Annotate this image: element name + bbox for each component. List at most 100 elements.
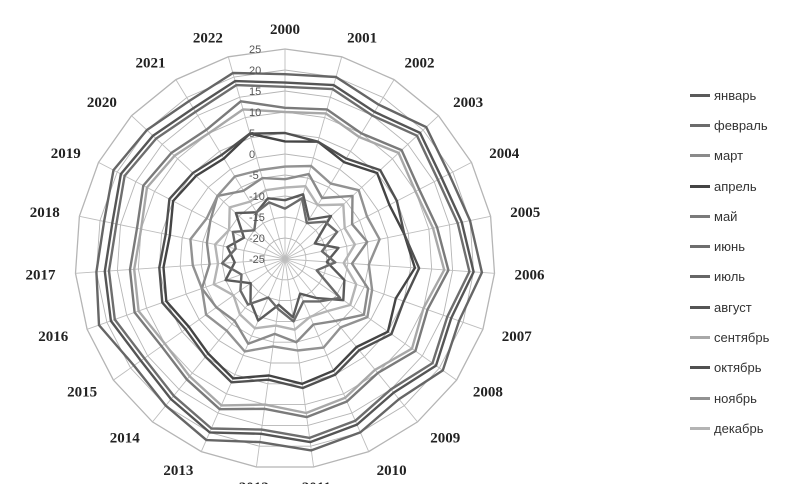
grid-spoke bbox=[255, 258, 286, 468]
grid-ring bbox=[179, 153, 391, 364]
grid-spoke bbox=[200, 258, 286, 452]
tick-label: -5 bbox=[249, 170, 259, 182]
grid-spoke bbox=[284, 258, 495, 274]
grid-ring bbox=[221, 195, 349, 322]
category-label: 2002 bbox=[405, 56, 435, 72]
category-labels: 2000200120022003200420052006200720082009… bbox=[26, 22, 546, 484]
legend-label: апрель bbox=[714, 178, 757, 194]
tick-label: -25 bbox=[249, 254, 265, 266]
legend-swatch bbox=[690, 336, 710, 340]
grid-spoke bbox=[113, 258, 286, 381]
legend-label: январь bbox=[714, 87, 757, 103]
series-line bbox=[212, 184, 358, 331]
category-label: 2011 bbox=[302, 480, 331, 484]
grid-spoke bbox=[284, 79, 395, 260]
category-label: 2010 bbox=[377, 463, 407, 479]
grid-spoke bbox=[284, 258, 315, 468]
category-label: 2008 bbox=[473, 385, 503, 401]
legend-item: февраль bbox=[690, 110, 802, 140]
grid-spoke bbox=[284, 258, 484, 330]
grid-spoke bbox=[284, 56, 343, 260]
legend-item: май bbox=[690, 201, 802, 231]
grid-ring bbox=[242, 216, 328, 302]
tick-label: 10 bbox=[249, 107, 261, 119]
grid-ring bbox=[263, 237, 307, 281]
category-label: 2005 bbox=[510, 205, 540, 221]
grid-spoke bbox=[284, 258, 418, 423]
legend-label: октябрь bbox=[714, 360, 762, 376]
series-line bbox=[132, 108, 446, 415]
tick-label: -20 bbox=[249, 233, 265, 245]
grid-spoke bbox=[98, 162, 286, 260]
category-label: 2018 bbox=[30, 205, 60, 221]
legend-swatch bbox=[690, 214, 710, 218]
legend-item: октябрь bbox=[690, 353, 802, 383]
legend-swatch bbox=[690, 305, 710, 309]
series-line bbox=[200, 172, 370, 345]
legend-item: март bbox=[690, 141, 802, 171]
tick-label: 5 bbox=[249, 128, 255, 140]
series-line bbox=[224, 193, 346, 322]
grid-spoke bbox=[79, 215, 286, 260]
series-line bbox=[107, 83, 471, 440]
tick-label: 25 bbox=[249, 44, 261, 56]
category-label: 2012 bbox=[239, 480, 269, 484]
grid-spoke bbox=[227, 56, 286, 260]
category-label: 2001 bbox=[347, 31, 377, 47]
grid-spoke bbox=[131, 115, 286, 260]
category-label: 2006 bbox=[515, 268, 546, 284]
tick-label: 15 bbox=[249, 86, 261, 98]
legend-item: декабрь bbox=[690, 413, 802, 443]
legend-item: апрель bbox=[690, 171, 802, 201]
grid-ring bbox=[200, 174, 370, 343]
legend-swatch bbox=[690, 396, 710, 400]
legend: январь февраль март апрель май июнь июль август… bbox=[690, 80, 802, 444]
tick-label: -10 bbox=[249, 191, 265, 203]
grid-ring bbox=[116, 90, 454, 426]
series-line bbox=[189, 164, 381, 353]
legend-item: сентябрь bbox=[690, 322, 802, 352]
legend-swatch bbox=[690, 275, 710, 279]
series-line bbox=[158, 131, 421, 390]
legend-label: июнь bbox=[714, 239, 745, 255]
series-line bbox=[162, 132, 417, 385]
series-line bbox=[95, 71, 484, 452]
series-line bbox=[128, 100, 450, 419]
grid-ring bbox=[74, 48, 496, 468]
legend-label: сентябрь bbox=[714, 330, 770, 346]
category-label: 2009 bbox=[430, 430, 460, 446]
legend-label: март bbox=[714, 148, 744, 164]
radar-series bbox=[95, 71, 484, 452]
category-label: 2007 bbox=[502, 329, 533, 345]
category-label: 2000 bbox=[270, 22, 300, 38]
legend-swatch bbox=[690, 154, 710, 158]
category-label: 2015 bbox=[67, 385, 97, 401]
legend-item: июль bbox=[690, 262, 802, 292]
grid-spoke bbox=[284, 115, 439, 260]
category-label: 2016 bbox=[38, 329, 69, 345]
category-label: 2020 bbox=[87, 95, 117, 111]
legend-item: август bbox=[690, 292, 802, 322]
legend-label: август bbox=[714, 299, 752, 315]
series-line bbox=[220, 197, 342, 323]
grid-spoke bbox=[175, 79, 286, 260]
category-label: 2021 bbox=[136, 56, 166, 72]
legend-label: февраль bbox=[714, 117, 768, 133]
grid-spoke bbox=[86, 258, 286, 330]
legend-swatch bbox=[690, 184, 710, 188]
category-label: 2004 bbox=[489, 146, 520, 162]
category-label: 2003 bbox=[453, 95, 483, 111]
legend-item: ноябрь bbox=[690, 383, 802, 413]
legend-swatch bbox=[690, 366, 710, 370]
tick-label: 0 bbox=[249, 149, 255, 161]
legend-swatch bbox=[690, 426, 710, 430]
tick-label: -15 bbox=[249, 212, 265, 224]
grid-spoke bbox=[284, 215, 491, 260]
tick-label: 20 bbox=[249, 65, 261, 77]
grid-ring bbox=[137, 111, 433, 406]
grid-spoke bbox=[75, 258, 286, 274]
category-label: 2022 bbox=[193, 31, 223, 47]
category-label: 2019 bbox=[51, 146, 81, 162]
radial-tick-labels: 25 20 15 10 5 0 -5 -10 -15 -20 -25 bbox=[249, 44, 265, 266]
